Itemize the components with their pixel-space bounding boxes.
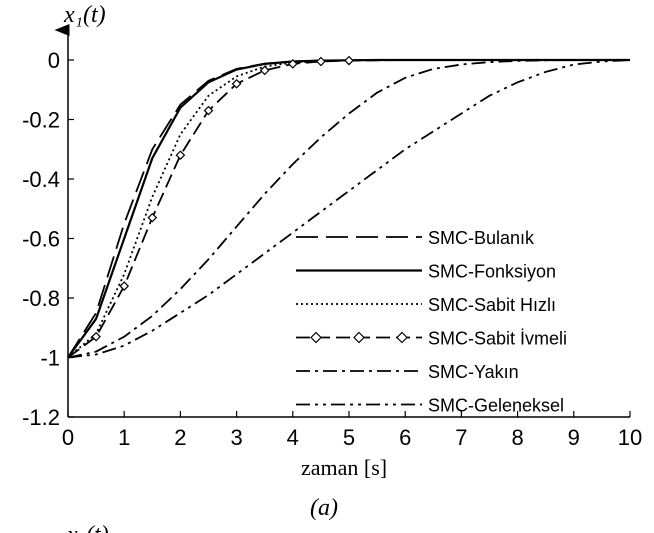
y-tick-label: -0.2	[22, 108, 60, 133]
series-marker-diamond	[287, 59, 298, 69]
x-tick-label: 3	[230, 425, 242, 450]
x-tick-label: 9	[568, 425, 580, 450]
plot-area	[54, 24, 631, 418]
series-marker-diamond	[259, 65, 270, 76]
legend-label-1: SMC-Bulanık	[428, 228, 535, 248]
x-tick-label: 0	[62, 425, 74, 450]
series-marker-diamond	[231, 78, 242, 89]
series-marker-diamond	[147, 212, 158, 223]
y-tick-label: 0	[48, 48, 60, 73]
y-tick-label: -0.8	[22, 286, 60, 311]
series-marker-diamond	[344, 55, 354, 66]
series-line-5	[67, 59, 630, 359]
x-tick-label: 4	[287, 425, 299, 450]
x-tick-label: 7	[455, 425, 467, 450]
legend-label-4: SMC-Sabit İvmeli	[428, 329, 567, 349]
y-tick-label: -1.2	[22, 405, 60, 430]
x-tick-label: 6	[399, 425, 411, 450]
legend: SMC-Bulanık SMC-Fonksiyon SMC-Sabit Hızlı S…	[296, 228, 567, 416]
next-panel-y-axis-label: x₂(t)	[66, 522, 109, 533]
legend-label-3: SMC-Sabit Hızlı	[428, 295, 556, 315]
panel-label: (a)	[310, 495, 338, 521]
series-marker-diamond	[203, 105, 214, 116]
legend-label-2: SMC-Fonksiyon	[428, 262, 556, 282]
legend-marker-diamond	[310, 331, 322, 344]
legend-marker-diamond	[396, 331, 408, 344]
y-axis-label: x₁(t)	[63, 2, 106, 28]
x-tick-label: 10	[618, 425, 642, 450]
series-marker-diamond	[119, 281, 130, 291]
x-tick-label: 5	[343, 425, 355, 450]
series-marker-diamond	[91, 331, 101, 342]
x-tick-label: 1	[118, 425, 130, 450]
legend-marker-diamond	[353, 331, 365, 344]
x-tick-label: 8	[511, 425, 523, 450]
legend-label-5: SMC-Yakın	[428, 362, 519, 382]
y-tick-label: -0.4	[22, 167, 60, 192]
y-tick-label: -1	[40, 346, 60, 371]
y-tick-label: -0.6	[22, 227, 60, 252]
series-marker-diamond	[175, 150, 186, 161]
legend-label-6: SMC-Geleneksel	[428, 396, 564, 416]
x-axis-label: zaman [s]	[301, 455, 387, 480]
series-marker-diamond	[316, 56, 326, 67]
x-tick-label: 2	[174, 425, 186, 450]
axis-ticks: 0 1 2 3 4 5 6 7 8 9 10 0 -0.2 -0.4 -0.6 -0.8 -1 -1.2	[22, 48, 642, 450]
